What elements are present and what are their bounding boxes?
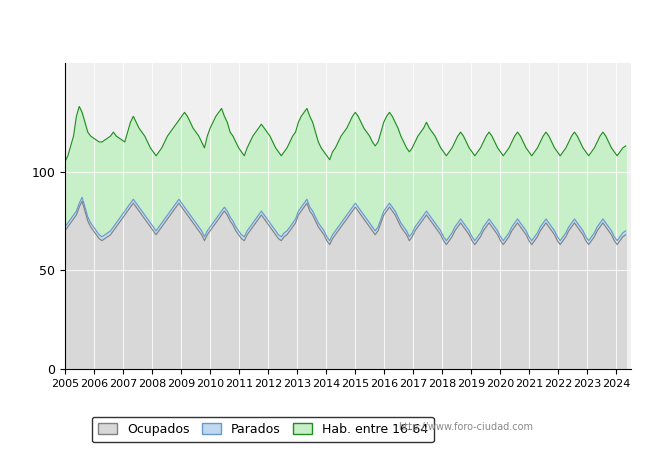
Legend: Ocupados, Parados, Hab. entre 16-64: Ocupados, Parados, Hab. entre 16-64 (92, 417, 434, 442)
Text: http://www.foro-ciudad.com: http://www.foro-ciudad.com (398, 422, 533, 432)
Text: Vidrà - Evolucion de la poblacion en edad de Trabajar Mayo de 2024: Vidrà - Evolucion de la poblacion en eda… (75, 19, 575, 35)
